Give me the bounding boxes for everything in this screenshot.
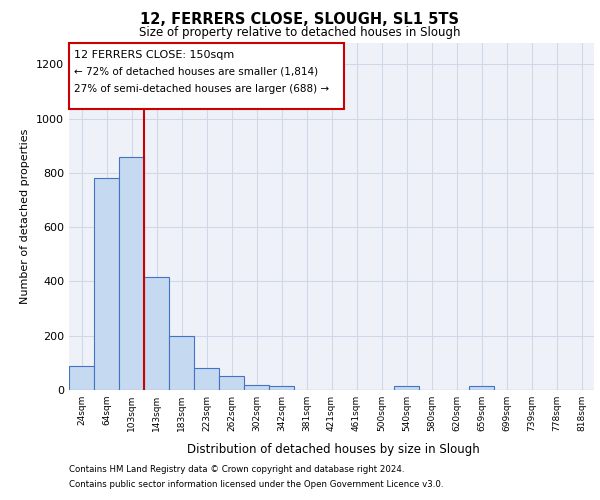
Y-axis label: Number of detached properties: Number of detached properties bbox=[20, 128, 31, 304]
Bar bbox=[469, 386, 494, 390]
Bar bbox=[69, 42, 344, 109]
Text: Size of property relative to detached houses in Slough: Size of property relative to detached ho… bbox=[139, 26, 461, 39]
Bar bbox=[394, 386, 419, 390]
Bar bbox=[69, 366, 94, 390]
Bar bbox=[119, 156, 144, 390]
Bar bbox=[169, 336, 194, 390]
Bar bbox=[244, 384, 269, 390]
Bar bbox=[194, 368, 219, 390]
Text: Contains HM Land Registry data © Crown copyright and database right 2024.: Contains HM Land Registry data © Crown c… bbox=[69, 465, 404, 474]
Text: 12, FERRERS CLOSE, SLOUGH, SL1 5TS: 12, FERRERS CLOSE, SLOUGH, SL1 5TS bbox=[140, 12, 460, 28]
Bar bbox=[144, 278, 169, 390]
Text: Contains public sector information licensed under the Open Government Licence v3: Contains public sector information licen… bbox=[69, 480, 443, 489]
Text: 12 FERRERS CLOSE: 150sqm: 12 FERRERS CLOSE: 150sqm bbox=[74, 50, 234, 59]
Bar bbox=[219, 376, 244, 390]
Text: Distribution of detached houses by size in Slough: Distribution of detached houses by size … bbox=[187, 442, 479, 456]
Text: ← 72% of detached houses are smaller (1,814): ← 72% of detached houses are smaller (1,… bbox=[74, 66, 318, 76]
Text: 27% of semi-detached houses are larger (688) →: 27% of semi-detached houses are larger (… bbox=[74, 84, 329, 94]
Bar bbox=[269, 386, 294, 390]
Bar bbox=[94, 178, 119, 390]
